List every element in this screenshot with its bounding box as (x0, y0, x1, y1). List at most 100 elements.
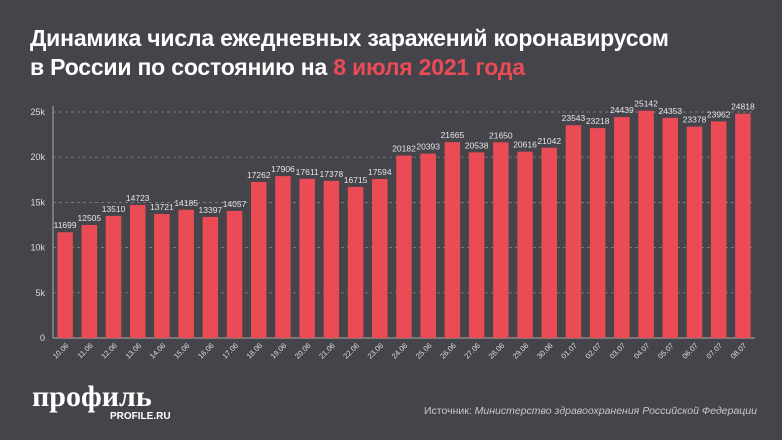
y-tick-label: 5k (35, 288, 45, 298)
logo: профиль (32, 380, 152, 413)
x-tick-label: 27.06 (462, 341, 482, 361)
bar (468, 152, 485, 338)
data-label: 17906 (271, 164, 295, 174)
bar (105, 215, 122, 338)
data-label: 14185 (174, 198, 198, 208)
data-label: 23962 (707, 109, 731, 119)
x-tick-label: 18.06 (245, 341, 265, 361)
bar (372, 178, 388, 338)
x-tick-label: 10.06 (51, 341, 71, 361)
bar (347, 186, 364, 338)
x-tick-label: 23.06 (366, 341, 386, 361)
bar (202, 216, 219, 338)
x-tick-label: 21.06 (317, 341, 337, 361)
y-tick-label: 20k (30, 152, 45, 162)
chart-title: Динамика числа ежедневных заражений коро… (30, 24, 669, 82)
x-tick-label: 11.06 (75, 341, 94, 360)
bar (614, 117, 630, 338)
x-tick-label: 26.06 (438, 341, 458, 361)
data-label: 17594 (368, 167, 392, 177)
data-label: 23543 (562, 113, 586, 123)
bar (178, 209, 194, 338)
bar (81, 224, 98, 338)
data-label: 21650 (489, 130, 513, 140)
bar (710, 121, 727, 339)
bar (154, 213, 170, 338)
x-tick-label: 15.06 (172, 341, 192, 361)
logo-site: PROFILE.RU (110, 411, 171, 422)
data-label: 25142 (634, 99, 658, 109)
bar (517, 151, 533, 338)
bar (686, 126, 703, 339)
bar (638, 110, 654, 339)
data-label: 21665 (441, 130, 465, 140)
bar (444, 142, 461, 338)
bar (662, 117, 679, 338)
data-label: 13721 (150, 202, 174, 212)
title-line-2: в России по состоянию на 8 июля 2021 год… (30, 53, 669, 82)
x-tick-label: 25.06 (414, 341, 434, 361)
x-tick-label: 08.07 (729, 341, 749, 361)
bar (420, 153, 436, 338)
x-tick-label: 28.06 (487, 341, 507, 361)
x-tick-label: 16.06 (196, 341, 216, 361)
data-label: 16715 (344, 175, 368, 185)
data-label: 23218 (586, 116, 610, 126)
data-label: 20538 (465, 140, 489, 150)
bar (735, 113, 751, 338)
x-tick-label: 24.06 (390, 341, 410, 361)
x-tick-label: 14.06 (148, 341, 168, 361)
bar (541, 147, 557, 338)
y-tick-label: 25k (30, 107, 45, 117)
data-label: 17378 (320, 169, 344, 179)
bar (493, 142, 509, 338)
x-tick-label: 13.06 (123, 341, 143, 361)
data-label: 23378 (683, 115, 707, 125)
title-date: 8 июля 2021 года (333, 54, 525, 80)
bar (589, 128, 606, 338)
source-label: Источник: (424, 405, 472, 417)
x-tick-label: 19.06 (269, 341, 289, 361)
data-label: 17262 (247, 170, 271, 180)
x-tick-label: 29.06 (511, 341, 531, 361)
data-label: 20182 (392, 144, 416, 154)
data-label: 17611 (296, 167, 319, 177)
x-tick-label: 17.06 (220, 341, 240, 361)
bar (129, 204, 146, 338)
bar (396, 155, 412, 338)
data-label: 20393 (416, 142, 440, 152)
data-label: 12505 (77, 213, 101, 223)
data-label: 11699 (54, 220, 77, 230)
data-label: 21042 (537, 136, 561, 146)
bar (275, 176, 291, 338)
x-tick-label: 03.07 (608, 341, 628, 361)
data-label: 20616 (513, 140, 537, 150)
x-tick-label: 12.06 (99, 341, 119, 361)
x-tick-label: 30.06 (535, 341, 555, 361)
x-tick-label: 04.07 (632, 341, 652, 361)
data-label: 24818 (731, 102, 755, 112)
x-tick-label: 02.07 (583, 341, 603, 361)
y-tick-label: 15k (30, 197, 45, 207)
bar (251, 181, 267, 338)
x-tick-label: 01.07 (559, 341, 579, 361)
bar (299, 178, 315, 338)
data-label: 14723 (126, 193, 150, 203)
source-note: Источник: Министерство здравоохранения Р… (424, 405, 757, 417)
y-tick-label: 10k (30, 243, 45, 253)
data-label: 14057 (223, 199, 247, 209)
x-tick-label: 06.07 (680, 341, 700, 361)
bar (226, 210, 243, 338)
title-prefix: в России по состоянию на (30, 54, 334, 80)
y-tick-label: 0 (40, 333, 45, 343)
data-label: 24439 (610, 105, 634, 115)
bar (57, 232, 73, 338)
x-tick-label: 05.07 (656, 341, 676, 361)
source-value: Министерство здравоохранения Российской … (474, 405, 757, 417)
x-tick-label: 20.06 (293, 341, 313, 361)
title-line-1: Динамика числа ежедневных заражений коро… (30, 25, 669, 51)
bar (565, 125, 582, 338)
x-tick-label: 22.06 (341, 341, 361, 361)
